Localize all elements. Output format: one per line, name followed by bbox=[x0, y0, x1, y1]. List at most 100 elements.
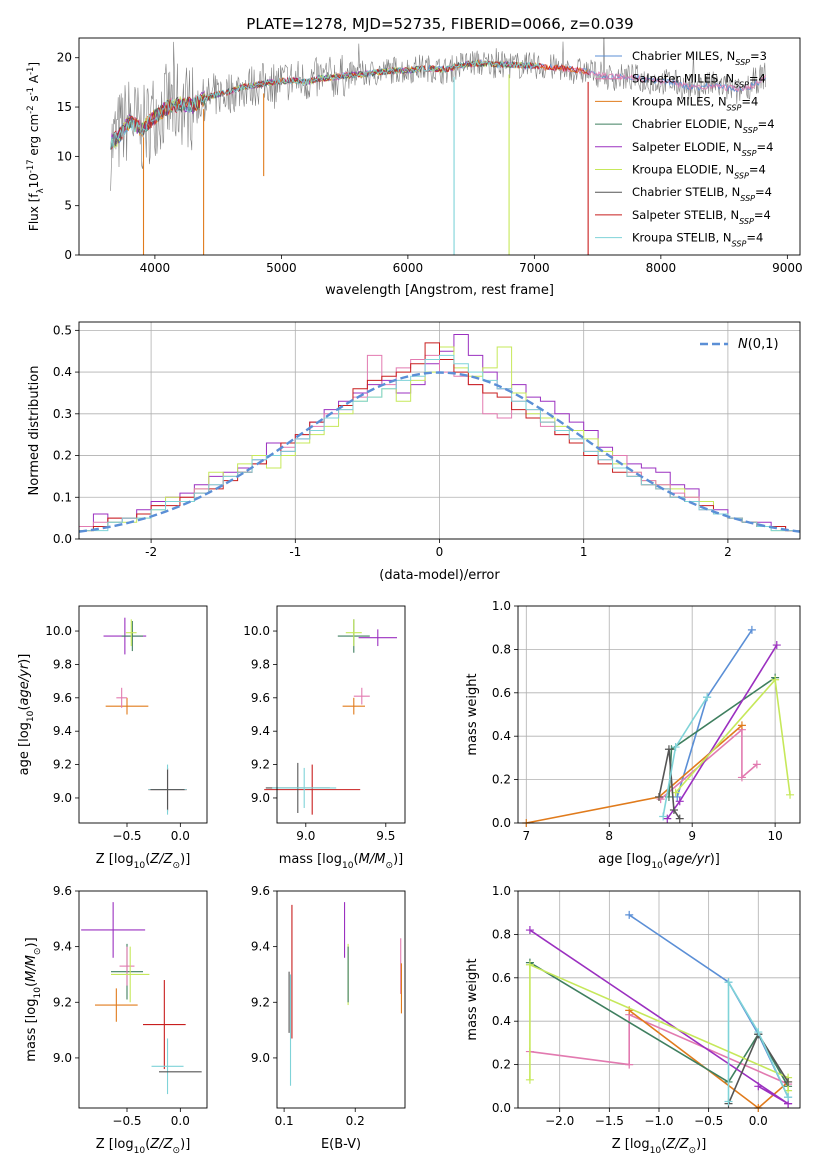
mass-weight-vs-age-series-3 bbox=[526, 724, 743, 824]
mass-weight-vs-Z-xtick-label: −1.0 bbox=[644, 1114, 673, 1128]
mass-weight-vs-age-marker bbox=[747, 625, 756, 634]
age-vs-Z-ytick-label: 10.0 bbox=[45, 624, 72, 638]
mass-weight-vs-Z-axes: −2.0 −1.5 −1.0 −0.5 0.0 0.0 0.2 0.4 0.6 0.8 1.0 bbox=[492, 884, 800, 1128]
mass-vs-Z-frame bbox=[78, 890, 208, 1109]
mass-vs-EBV-xlabel: E(B-V) bbox=[321, 1137, 361, 1152]
mass-weight-vs-Z-marker bbox=[724, 1097, 733, 1106]
mass-weight-vs-Z-marker bbox=[754, 1082, 763, 1091]
mass-weight-vs-Z-ytick-label: 0.2 bbox=[492, 1058, 511, 1072]
mass-weight-vs-Z-marker bbox=[625, 910, 634, 919]
legend-label-4: Chabrier ELODIE, NSSP=4 bbox=[632, 117, 775, 135]
spectrum-data-line bbox=[110, 38, 766, 191]
mass-weight-vs-age-marker bbox=[752, 760, 761, 769]
mass-weight-vs-age-marker bbox=[771, 675, 780, 684]
mass-vs-EBV-ytick-label: 9.6 bbox=[251, 884, 270, 898]
mass-weight-vs-age-frame bbox=[517, 605, 801, 824]
mass-vs-EBV-ytick-label: 9.0 bbox=[251, 1051, 270, 1065]
mass-weight-vs-Z-marker bbox=[625, 1060, 634, 1069]
legend-label-7: Chabrier STELIB, NSSP=4 bbox=[632, 185, 772, 203]
spectrum-xtick-label: 6000 bbox=[393, 261, 424, 275]
spectrum-xtick-label: 4000 bbox=[140, 261, 171, 275]
mass-weight-vs-age-ytick-label: 0.8 bbox=[492, 642, 511, 656]
spectrum-xtick-label: 8000 bbox=[646, 261, 677, 275]
normal-curve bbox=[79, 371, 800, 533]
spectrum-legend: Chabrier MILES, NSSP=3 Salpeter MILES, NS… bbox=[595, 49, 775, 248]
legend-label-9: Kroupa STELIB, NSSP=4 bbox=[632, 231, 763, 249]
spectrum-ytick-label: 20 bbox=[57, 51, 72, 65]
age-vs-mass-xtick-label: 9.5 bbox=[376, 829, 395, 843]
legend-label-5: Salpeter ELODIE, NSSP=4 bbox=[632, 140, 773, 158]
mass-weight-vs-Z-xtick-label: −0.5 bbox=[694, 1114, 723, 1128]
mass-weight-vs-age-ytick-label: 0.0 bbox=[492, 816, 511, 830]
mass-weight-vs-age-marker bbox=[675, 797, 684, 806]
mass-weight-vs-age-xlabel: age [log10(age/yr)] bbox=[598, 852, 720, 871]
mass-vs-EBV-ytick-label: 9.2 bbox=[251, 995, 270, 1009]
mass-vs-Z-xtick-label: −0.5 bbox=[112, 1114, 141, 1128]
mass-weight-vs-age-ytick-label: 0.4 bbox=[492, 729, 511, 743]
mass-vs-Z-xtick-label: 0.0 bbox=[171, 1114, 190, 1128]
mass-weight-vs-age-marker bbox=[669, 805, 678, 814]
spectrum-frame bbox=[78, 37, 801, 256]
age-vs-mass-axes: 9.0 9.5 9.0 9.2 9.4 9.6 9.8 10.0 bbox=[243, 624, 395, 843]
mass-weight-vs-Z-series-5 bbox=[529, 929, 789, 1105]
mass-weight-vs-Z-ytick-label: 0.4 bbox=[492, 1014, 511, 1028]
mass-weight-vs-age-lines bbox=[522, 625, 795, 827]
age-vs-mass-ytick-label: 10.0 bbox=[243, 624, 270, 638]
mass-vs-EBV-frame bbox=[276, 890, 406, 1109]
mass-weight-vs-age-series-5 bbox=[666, 644, 778, 820]
mass-vs-Z-points bbox=[81, 902, 202, 1095]
legend-label-6: Kroupa ELODIE, NSSP=4 bbox=[632, 163, 766, 181]
residuals-xtick-label: -2 bbox=[145, 545, 157, 559]
spectrum-axes: 4000 5000 6000 7000 8000 9000 0 5 10 15 20 bbox=[57, 51, 803, 275]
mass-weight-vs-age-series-7 bbox=[658, 749, 681, 820]
legend-label-8: Salpeter STELIB, NSSP=4 bbox=[632, 208, 771, 226]
spectrum-ytick-label: 0 bbox=[64, 248, 72, 262]
residuals-ytick-label: 0.0 bbox=[53, 532, 72, 546]
mass-vs-Z-ytick-label: 9.6 bbox=[53, 884, 72, 898]
mass-vs-Z-axes: −0.5 0.0 9.0 9.2 9.4 9.6 bbox=[53, 884, 190, 1128]
spectrum-ytick-label: 10 bbox=[57, 149, 72, 163]
age-vs-Z-points bbox=[103, 617, 187, 815]
age-vs-Z-xlabel: Z [log10(Z/Z⊙)] bbox=[96, 852, 191, 871]
spectrum-xlabel: wavelength [Angstrom, rest frame] bbox=[325, 283, 554, 298]
mass-weight-vs-Z-series-9 bbox=[727, 979, 789, 1102]
age-vs-Z-ytick-label: 9.8 bbox=[53, 657, 72, 671]
mass-weight-vs-age-marker bbox=[663, 814, 672, 823]
age-vs-mass-xlabel: mass [log10(M/M⊙)] bbox=[279, 852, 403, 871]
mass-weight-vs-Z-marker bbox=[525, 926, 534, 935]
mass-weight-vs-Z-ytick-label: 0.8 bbox=[492, 927, 511, 941]
spectrum-xtick-label: 9000 bbox=[772, 261, 803, 275]
mass-vs-EBV-xtick-label: 0.1 bbox=[275, 1114, 294, 1128]
residuals-xtick-label: 2 bbox=[724, 545, 732, 559]
residuals-ytick-label: 0.5 bbox=[53, 323, 72, 337]
histogram-5 bbox=[79, 354, 800, 539]
mass-weight-vs-age-marker bbox=[659, 812, 668, 821]
mass-vs-Z-ytick-label: 9.0 bbox=[53, 1051, 72, 1065]
spectrum-ylabel: Flux [fλ10-17 erg cm-2 s-1 A-1] bbox=[25, 62, 45, 231]
legend-label-2: Salpeter MILES, NSSP=4 bbox=[632, 72, 766, 90]
mass-weight-vs-Z-marker bbox=[724, 978, 733, 987]
plots: 4000 5000 6000 7000 8000 900005101520waveleng… bbox=[17, 37, 803, 1156]
mass-weight-vs-age-ytick-label: 0.2 bbox=[492, 773, 511, 787]
mass-weight-vs-age-xtick-label: 8 bbox=[605, 829, 613, 843]
mass-weight-vs-age-axes: 7 8 9 10 0.0 0.2 0.4 0.6 0.8 1.0 bbox=[492, 599, 800, 843]
residual-histograms bbox=[79, 334, 800, 539]
legend-label-1: Chabrier MILES, NSSP=3 bbox=[632, 49, 767, 67]
mass-weight-vs-Z-ylabel: mass weight bbox=[465, 958, 480, 1040]
mass-weight-vs-age-marker bbox=[655, 792, 663, 801]
age-vs-Z-xtick-label: 0.0 bbox=[171, 829, 190, 843]
legend-label-3: Kroupa MILES, NSSP=4 bbox=[632, 94, 758, 112]
mass-weight-vs-age-marker bbox=[675, 814, 684, 823]
age-vs-Z-frame bbox=[78, 605, 208, 824]
mass-weight-vs-age-xtick-label: 7 bbox=[522, 829, 530, 843]
spectrum-model-9 bbox=[110, 60, 540, 150]
residuals-xtick-label: 0 bbox=[436, 545, 444, 559]
age-vs-mass-ytick-label: 9.6 bbox=[251, 691, 270, 705]
mass-weight-vs-Z-lines bbox=[525, 910, 793, 1112]
age-vs-Z-ytick-label: 9.2 bbox=[53, 758, 72, 772]
mass-vs-Z-xlabel: Z [log10(Z/Z⊙)] bbox=[96, 1137, 191, 1156]
mass-weight-vs-Z-xtick-label: −1.5 bbox=[595, 1114, 624, 1128]
mass-vs-Z-ytick-label: 9.2 bbox=[53, 995, 72, 1009]
mass-weight-vs-age-marker bbox=[737, 773, 746, 782]
